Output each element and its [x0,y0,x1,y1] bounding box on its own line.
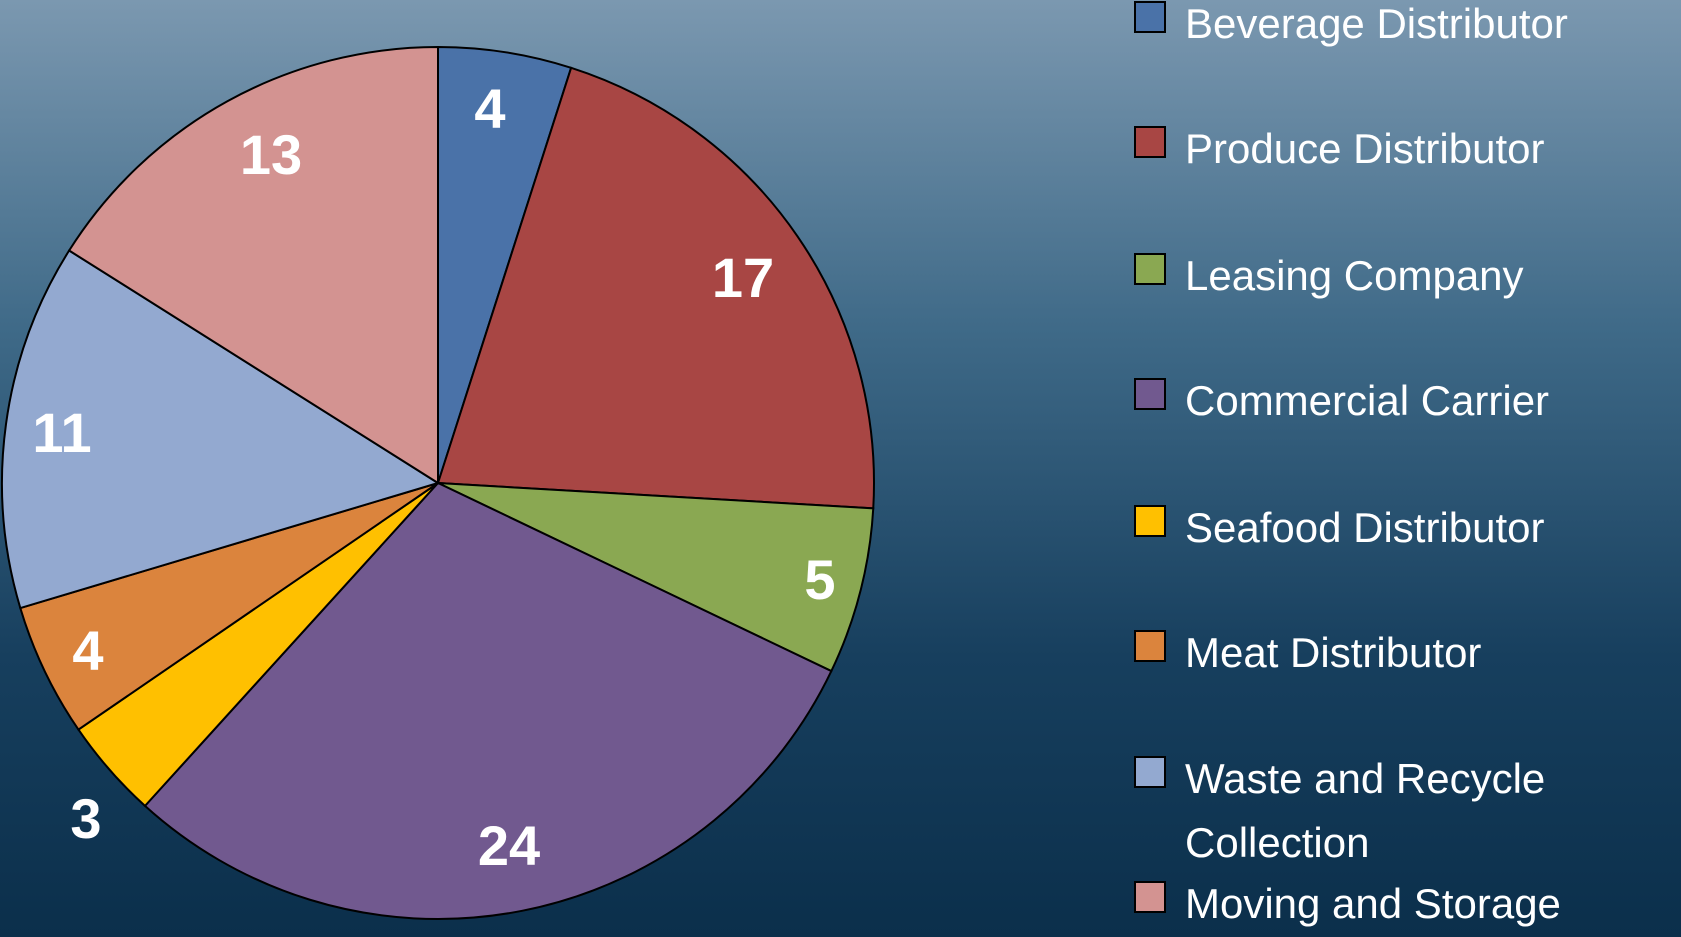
legend-swatch [1134,630,1166,662]
data-label: 24 [478,814,540,877]
legend-label: Waste and Recycle Collection [1185,755,1546,866]
legend-item: Leasing Company [1134,244,1681,308]
legend-label: Moving and Storage [1185,880,1561,927]
legend-item: Commercial Carrier [1134,369,1681,433]
legend-label: Commercial Carrier [1185,377,1550,424]
data-label: 3 [70,787,101,850]
legend-swatch [1134,378,1166,410]
legend-label: Meat Distributor [1185,629,1482,676]
legend-swatch [1134,505,1166,537]
legend-item: Meat Distributor [1134,621,1681,685]
pie-slice [67,45,439,485]
legend-label: Produce Distributor [1185,125,1545,172]
legend-item: Waste and Recycle Collection [1134,747,1681,875]
legend-swatch [1134,253,1166,285]
legend-label: Leasing Company [1185,252,1524,299]
legend-swatch [1134,756,1166,788]
data-label: 13 [240,123,302,186]
legend-swatch [1134,1,1166,33]
legend-item: Produce Distributor [1134,117,1681,181]
pie-slice [437,482,875,673]
data-label: 17 [712,246,774,309]
legend-label: Beverage Distributor [1185,0,1568,47]
data-label: 4 [72,619,103,682]
data-label: 4 [474,77,505,140]
data-label: 5 [804,548,835,611]
legend-swatch [1134,126,1166,158]
pie-slice [1,249,441,610]
pie-slice [436,66,875,510]
legend-swatch [1134,881,1166,913]
legend-item: Seafood Distributor [1134,496,1681,560]
legend-label: Seafood Distributor [1185,504,1545,551]
pie-slice [143,481,833,920]
legend: Beverage Distributor Produce Distributor L… [1134,0,1681,937]
legend-item: Beverage Distributor [1134,0,1681,56]
legend-item: Moving and Storage [1134,872,1681,936]
data-label: 11 [32,401,91,464]
